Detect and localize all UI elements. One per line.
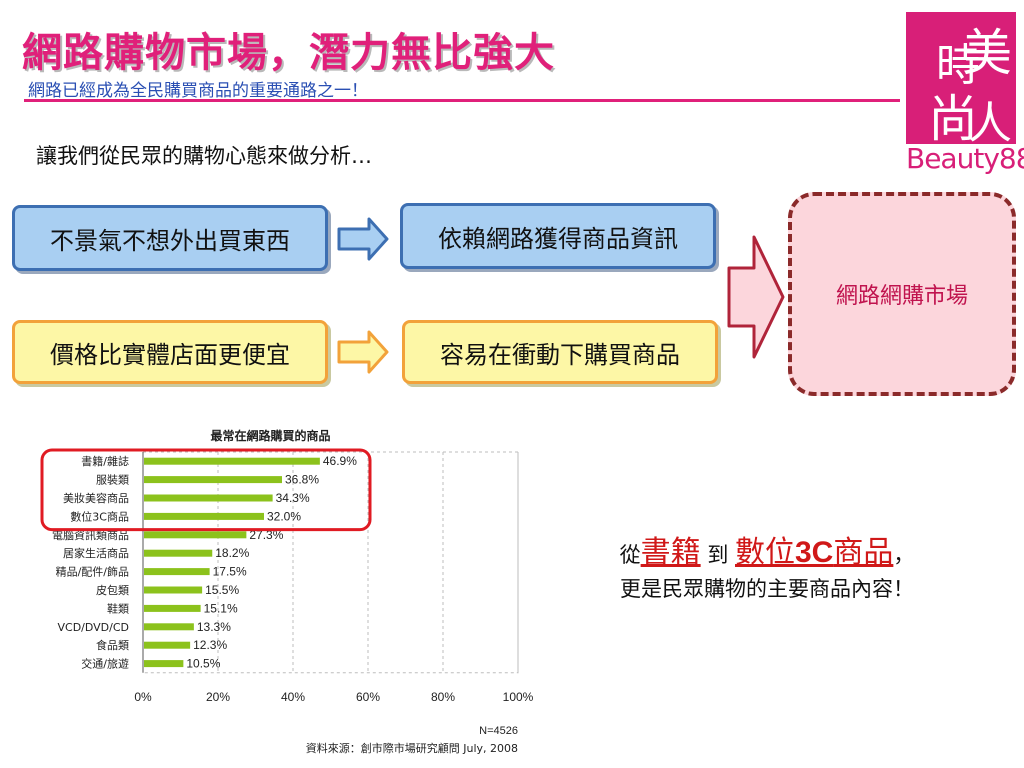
highlight-box <box>40 448 372 532</box>
bar-value-label: 27.3% <box>249 528 283 542</box>
bar <box>144 457 320 465</box>
bar-value-label: 13.3% <box>197 620 231 634</box>
x-tick-label: 20% <box>206 690 230 704</box>
bar <box>144 660 184 668</box>
category-label: 數位3C商品 <box>70 509 129 523</box>
note-item-digital-a: 數位 <box>735 535 795 570</box>
bar <box>144 604 201 612</box>
bar-value-label: 34.3% <box>276 491 310 505</box>
category-label: VCD/DVD/CD <box>57 621 129 634</box>
x-tick-label: 60% <box>356 690 380 704</box>
bar <box>144 476 282 484</box>
bar-value-label: 18.2% <box>215 546 249 560</box>
logo-wordmark: Beauty88 <box>906 142 1024 175</box>
data-source: 資料來源：創市際市場研究顧問 July, 2008 <box>306 741 518 755</box>
x-tick-label: 0% <box>134 690 152 704</box>
big-arrow-icon <box>727 235 785 359</box>
bar-value-label: 12.3% <box>193 638 227 652</box>
x-tick-label: 40% <box>281 690 305 704</box>
logo-glyph-4: 人 <box>968 98 1012 144</box>
reason-box-impulse: 容易在衝動下購買商品 <box>402 320 718 384</box>
x-tick-label: 100% <box>503 690 534 704</box>
chart-background <box>36 424 544 762</box>
category-label: 鞋類 <box>107 601 129 615</box>
category-label: 交通/旅遊 <box>81 657 129 671</box>
bar <box>144 531 247 539</box>
logo-glyphs: 時 美 尚 人 <box>928 24 1012 149</box>
category-label: 服裝類 <box>96 474 129 487</box>
page-subtitle: 網路已經成為全民購買商品的重要通路之一！ <box>28 81 368 101</box>
category-label: 精品/配件/飾品 <box>56 566 129 579</box>
page-title: 網路購物市場，潛力無比強大 <box>22 29 555 76</box>
x-tick-label: 80% <box>431 690 455 704</box>
category-label: 居家生活商品 <box>63 546 129 560</box>
reason-box-online-info: 依賴網路獲得商品資訊 <box>400 203 716 269</box>
bar-value-label: 15.5% <box>205 583 239 597</box>
intro-text: 讓我們從民眾的購物心態來做分析… <box>36 144 372 168</box>
category-label: 皮包類 <box>96 584 129 597</box>
bar <box>144 586 203 594</box>
note-connector: 到 <box>707 543 729 567</box>
bar-value-label: 32.0% <box>267 509 301 523</box>
note-suffix: ， <box>893 543 915 567</box>
bar <box>144 568 210 576</box>
summary-note: 從書籍 到 數位3C商品， 更是民眾購物的主要商品內容！ <box>582 536 952 606</box>
bar-value-label: 15.1% <box>204 601 238 615</box>
bar-value-label: 10.5% <box>186 657 220 671</box>
bar <box>144 494 273 502</box>
bar-value-label: 17.5% <box>213 565 247 579</box>
sample-size: N=4526 <box>479 725 518 737</box>
category-label: 電腦資訊類商品 <box>52 528 129 542</box>
bar-value-label: 46.9% <box>323 454 357 468</box>
reason-box-stay-home: 不景氣不想外出買東西 <box>12 205 328 271</box>
arrow-icon <box>337 330 389 374</box>
reason-box-cheaper: 價格比實體店面更便宜 <box>12 320 328 384</box>
bar <box>144 549 213 557</box>
bar <box>144 641 191 649</box>
logo-glyph-2: 美 <box>962 24 1012 82</box>
bar-value-label: 36.8% <box>285 473 319 487</box>
note-item-digital-c: 商品 <box>833 535 894 570</box>
online-market-box: 網路網購市場 <box>788 192 1016 396</box>
logo-mark: 時 美 尚 人 <box>906 12 1016 149</box>
category-label: 書籍/雜誌 <box>81 454 129 468</box>
brand-logo: 時 美 尚 人 Beauty88 <box>906 12 1024 180</box>
note-line-2: 更是民眾購物的主要商品內容！ <box>620 577 914 601</box>
chart-title: 最常在網路購買的商品 <box>210 428 330 443</box>
category-label: 美妝美容商品 <box>63 491 129 505</box>
bar <box>144 512 264 520</box>
bar <box>144 623 194 631</box>
note-item-books: 書籍 <box>640 535 701 570</box>
logo-glyph-1: 時 <box>936 40 980 91</box>
note-item-digital-b: 3C <box>795 536 834 569</box>
arrow-icon <box>337 217 389 261</box>
note-prefix: 從 <box>619 543 641 567</box>
note-item-digital: 數位3C商品 <box>735 535 893 570</box>
logo-glyph-3: 尚 <box>928 90 978 144</box>
title-divider <box>24 99 900 102</box>
category-label: 食品類 <box>96 638 129 652</box>
